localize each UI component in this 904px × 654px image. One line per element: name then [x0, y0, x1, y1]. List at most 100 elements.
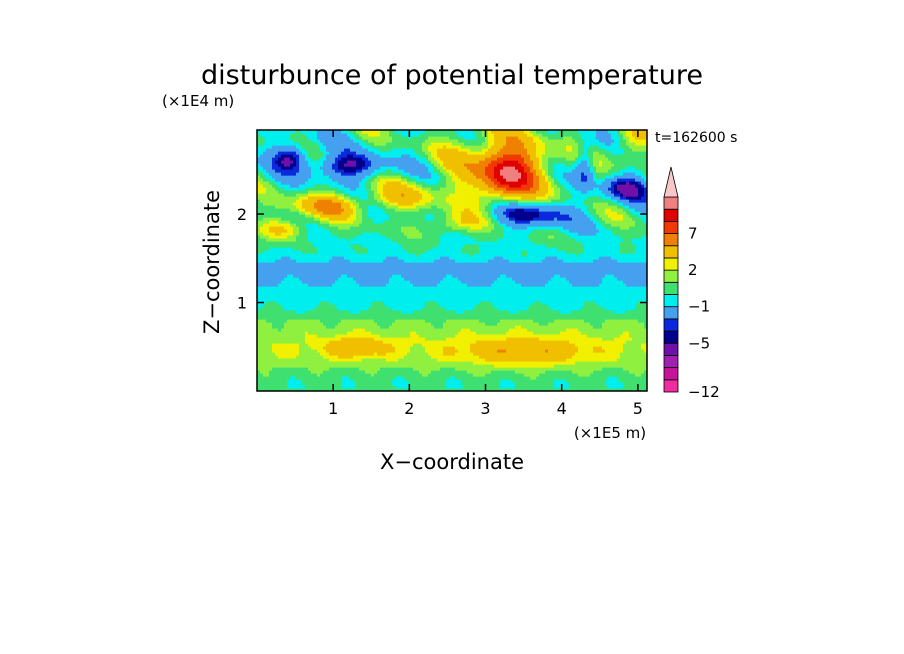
heatmap-cell	[461, 307, 465, 311]
heatmap-cell	[287, 358, 291, 362]
heatmap-cell	[575, 370, 579, 374]
heatmap-cell	[305, 319, 309, 323]
heatmap-cell	[344, 337, 348, 341]
heatmap-cell	[269, 346, 273, 350]
heatmap-cell	[509, 337, 513, 341]
heatmap-cell	[449, 319, 453, 323]
heatmap-cell	[533, 334, 537, 338]
heatmap-cell	[380, 355, 384, 359]
heatmap-cell	[605, 373, 609, 377]
heatmap-cell	[581, 295, 585, 299]
heatmap-cell	[602, 331, 606, 335]
heatmap-cell	[317, 379, 321, 383]
heatmap-cell	[587, 292, 591, 296]
heatmap-cell	[344, 319, 348, 323]
heatmap-cell	[269, 349, 273, 353]
heatmap-cell	[476, 355, 480, 359]
heatmap-cell	[335, 298, 339, 302]
heatmap-cell	[302, 388, 306, 391]
heatmap-cell	[320, 307, 324, 311]
heatmap-cell	[467, 292, 471, 296]
heatmap-cell	[437, 310, 441, 314]
heatmap-cell	[530, 283, 534, 287]
heatmap-cell	[581, 316, 585, 320]
heatmap-cell	[515, 382, 519, 386]
heatmap-cell	[620, 382, 624, 386]
heatmap-cell	[443, 304, 447, 308]
heatmap-cell	[503, 286, 507, 290]
heatmap-cell	[323, 340, 327, 344]
heatmap-cell	[314, 277, 318, 281]
heatmap-cell	[557, 292, 561, 296]
heatmap-cell	[380, 361, 384, 365]
heatmap-cell	[530, 331, 534, 335]
heatmap-cell	[323, 289, 327, 293]
heatmap-cell	[548, 346, 552, 350]
heatmap-cell	[287, 385, 291, 389]
heatmap-cell	[536, 286, 540, 290]
heatmap-cell	[344, 286, 348, 290]
heatmap-cell	[497, 331, 501, 335]
heatmap-cell	[440, 292, 444, 296]
heatmap-cell	[419, 379, 423, 383]
heatmap-cell	[479, 337, 483, 341]
heatmap-cell	[260, 343, 264, 347]
heatmap-cell	[632, 313, 636, 317]
heatmap-cell	[392, 295, 396, 299]
heatmap-cell	[488, 283, 492, 287]
heatmap-cell	[422, 319, 426, 323]
heatmap-cell	[458, 322, 462, 326]
heatmap-cell	[563, 385, 567, 389]
heatmap-cell	[590, 280, 594, 284]
heatmap-cell	[350, 352, 354, 356]
heatmap-cell	[308, 370, 312, 374]
heatmap-cell	[257, 307, 261, 311]
heatmap-cell	[383, 367, 387, 371]
heatmap-cell	[593, 382, 597, 386]
heatmap-cell	[314, 358, 318, 362]
heatmap-cell	[458, 373, 462, 377]
heatmap-cell	[323, 292, 327, 296]
heatmap-cell	[497, 343, 501, 347]
heatmap-cell	[374, 355, 378, 359]
heatmap-cell	[638, 331, 642, 335]
heatmap-cell	[644, 379, 647, 383]
heatmap-cell	[548, 322, 552, 326]
heatmap-cell	[368, 310, 372, 314]
heatmap-cell	[500, 328, 504, 332]
heatmap-cell	[482, 367, 486, 371]
heatmap-cell	[341, 301, 345, 305]
heatmap-cell	[443, 319, 447, 323]
heatmap-cell	[398, 376, 402, 380]
heatmap-cell	[425, 277, 429, 281]
heatmap-cell	[395, 331, 399, 335]
heatmap-cell	[545, 373, 549, 377]
heatmap-cell	[464, 328, 468, 332]
heatmap-cell	[599, 352, 603, 356]
heatmap-cell	[488, 316, 492, 320]
heatmap-cell	[257, 328, 261, 332]
heatmap-cell	[443, 298, 447, 302]
heatmap-cell	[284, 325, 288, 329]
heatmap-cell	[440, 343, 444, 347]
heatmap-cell	[401, 301, 405, 305]
heatmap-cell	[410, 283, 414, 287]
heatmap-cell	[374, 337, 378, 341]
heatmap-cell	[338, 277, 342, 281]
heatmap-cell	[368, 358, 372, 362]
heatmap-cell	[407, 343, 411, 347]
heatmap-cell	[473, 364, 477, 368]
heatmap-cell	[458, 334, 462, 338]
heatmap-cell	[278, 388, 282, 391]
heatmap-cell	[461, 364, 465, 368]
heatmap-cell	[290, 301, 294, 305]
heatmap-cell	[398, 343, 402, 347]
heatmap-cell	[539, 382, 543, 386]
heatmap-cell	[551, 337, 555, 341]
heatmap-cell	[533, 325, 537, 329]
heatmap-cell	[458, 382, 462, 386]
heatmap-cell	[617, 385, 621, 389]
heatmap-cell	[497, 382, 501, 386]
heatmap-cell	[287, 292, 291, 296]
heatmap-cell	[605, 331, 609, 335]
